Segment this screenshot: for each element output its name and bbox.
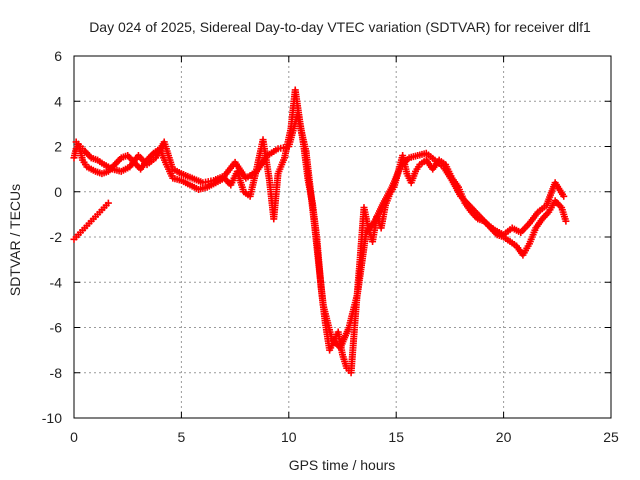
y-tick-label: -6 [50, 320, 63, 336]
y-tick-label: -4 [50, 274, 63, 290]
y-tick-label: -8 [50, 365, 63, 381]
data-point [104, 199, 112, 207]
y-tick-label: -2 [50, 229, 63, 245]
x-tick-label: 25 [603, 429, 619, 445]
y-axis-label: SDTVAR / TECUs [7, 184, 23, 296]
x-tick-label: 0 [70, 429, 78, 445]
data-point [562, 217, 570, 225]
data-points [70, 86, 570, 377]
y-tick-label: -10 [42, 410, 62, 426]
x-tick-label: 10 [281, 429, 297, 445]
x-tick-label: 15 [388, 429, 404, 445]
axis-ticks: 0 5 10 15 20 25 -10 -8 -6 -4 -2 0 2 4 6 [42, 48, 619, 445]
y-tick-label: 6 [54, 48, 62, 64]
y-tick-label: 2 [54, 139, 62, 155]
y-tick-label: 4 [54, 93, 62, 109]
x-tick-label: 20 [496, 429, 512, 445]
y-tick-label: 0 [54, 184, 62, 200]
x-tick-label: 5 [178, 429, 186, 445]
data-point [560, 192, 568, 200]
chart-title: Day 024 of 2025, Sidereal Day-to-day VTE… [89, 19, 591, 35]
x-axis-label: GPS time / hours [289, 457, 396, 473]
